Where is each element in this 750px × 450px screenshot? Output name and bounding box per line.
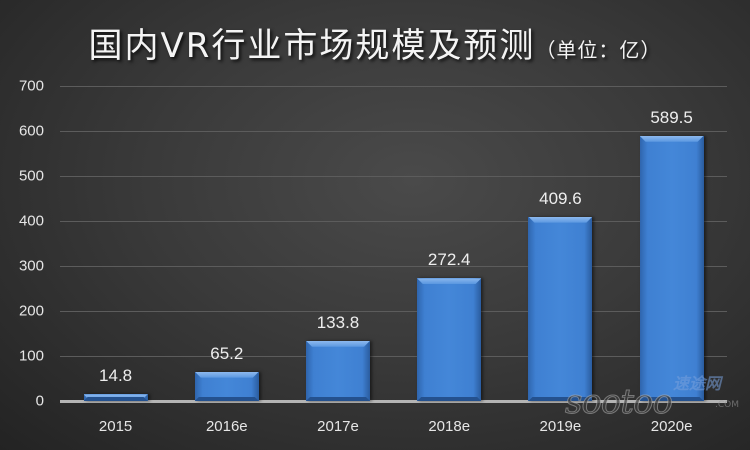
bar-2020e [639, 135, 704, 401]
gridline [60, 86, 727, 87]
bar-2016e [194, 371, 259, 401]
gridline [60, 221, 727, 222]
bar-2019e [528, 216, 593, 401]
x-axis-line [60, 400, 727, 403]
chart-title-unit: （单位：亿） [535, 38, 662, 62]
x-axis-tick-label: 2015 [98, 418, 133, 435]
bar-2015 [83, 394, 148, 401]
bar-value-label: 14.8 [99, 366, 133, 386]
y-axis-tick-label: 400 [18, 212, 44, 230]
bar-value-label: 272.4 [427, 250, 471, 270]
chart-title-main: 国内VR行业市场规模及预测 [88, 26, 536, 66]
y-axis-tick-label: 500 [18, 167, 44, 185]
y-axis-tick-label: 200 [18, 302, 44, 320]
y-axis-tick-label: 0 [35, 392, 44, 410]
x-axis-tick-label: 2020e [650, 418, 693, 435]
gridline [60, 311, 727, 312]
gridline [60, 266, 727, 267]
y-axis-tick-label: 600 [18, 122, 44, 140]
bar-value-label: 589.5 [650, 107, 693, 127]
x-axis-tick-label: 2019e [539, 418, 582, 435]
gridline [60, 131, 727, 132]
y-axis-tick-label: 300 [18, 257, 44, 275]
bar-value-label: 133.8 [316, 312, 360, 332]
bar-2018e [417, 278, 482, 401]
chart-title: 国内VR行业市场规模及预测（单位：亿） [0, 18, 750, 67]
gridline [60, 176, 727, 177]
bar-value-label: 65.2 [210, 343, 244, 363]
y-axis-tick-label: 100 [18, 347, 44, 365]
x-axis-tick-label: 2017e [317, 418, 359, 435]
bar-2017e [306, 340, 370, 401]
x-axis-tick-label: 2018e [428, 418, 471, 435]
gridline [60, 356, 727, 357]
y-axis-tick-label: 700 [18, 77, 44, 95]
x-axis-tick-label: 2016e [205, 418, 248, 435]
bar-value-label: 409.6 [539, 188, 582, 208]
